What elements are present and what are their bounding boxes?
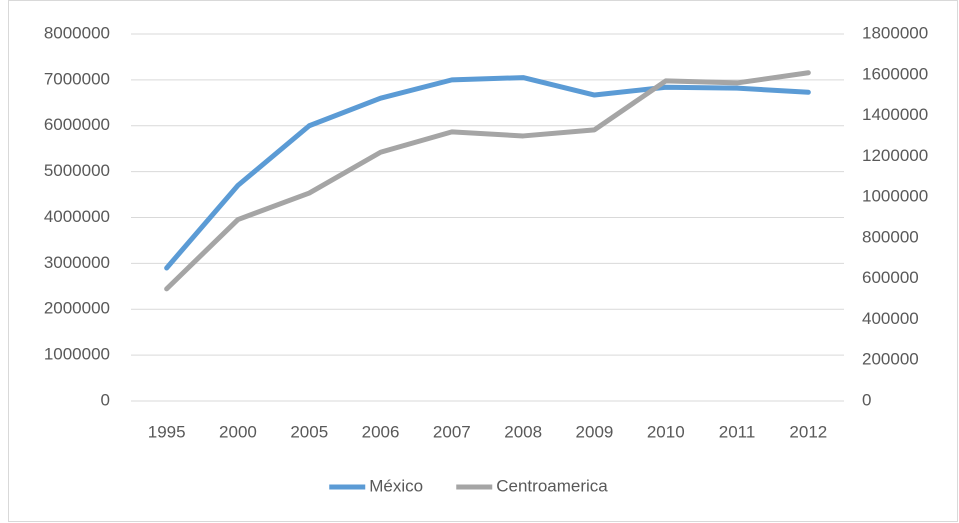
- y-tick-label: 2000000: [44, 299, 110, 318]
- x-tick-label: 1995: [148, 422, 186, 441]
- y-tick-label: 7000000: [44, 69, 110, 88]
- x-tick-label: 2012: [789, 422, 827, 441]
- y2-tick-label: 1800000: [862, 23, 928, 42]
- y2-tick-label: 1200000: [862, 146, 928, 165]
- y-tick-label: 8000000: [44, 23, 110, 42]
- y-tick-label: 1000000: [44, 345, 110, 364]
- y2-tick-label: 200000: [862, 350, 919, 369]
- legend-label: México: [369, 476, 423, 495]
- x-tick-label: 2007: [433, 422, 471, 441]
- x-tick-label: 2010: [647, 422, 685, 441]
- y2-tick-label: 1000000: [862, 187, 928, 206]
- x-tick-label: 2011: [719, 422, 756, 441]
- x-tick-label: 2009: [576, 422, 614, 441]
- y2-tick-label: 800000: [862, 227, 919, 246]
- y-tick-label: 5000000: [44, 161, 110, 180]
- y2-tick-label: 600000: [862, 268, 919, 287]
- y-tick-label: 4000000: [44, 207, 110, 226]
- series-line: [164, 75, 811, 271]
- y2-tick-label: 400000: [862, 309, 919, 328]
- x-tick-label: 2006: [362, 422, 400, 441]
- x-tick-label: 2000: [219, 422, 257, 441]
- legend-label: Centroamerica: [496, 476, 608, 495]
- series-line: [164, 70, 811, 292]
- y-tick-label: 6000000: [44, 115, 110, 134]
- chart-border: [8, 0, 958, 522]
- y-tick-label: 0: [101, 390, 110, 409]
- x-tick-label: 2008: [504, 422, 542, 441]
- y2-tick-label: 1400000: [862, 105, 928, 124]
- y2-tick-label: 0: [862, 390, 871, 409]
- y2-tick-label: 1600000: [862, 64, 928, 83]
- y-tick-label: 3000000: [44, 253, 110, 272]
- x-tick-label: 2005: [290, 422, 328, 441]
